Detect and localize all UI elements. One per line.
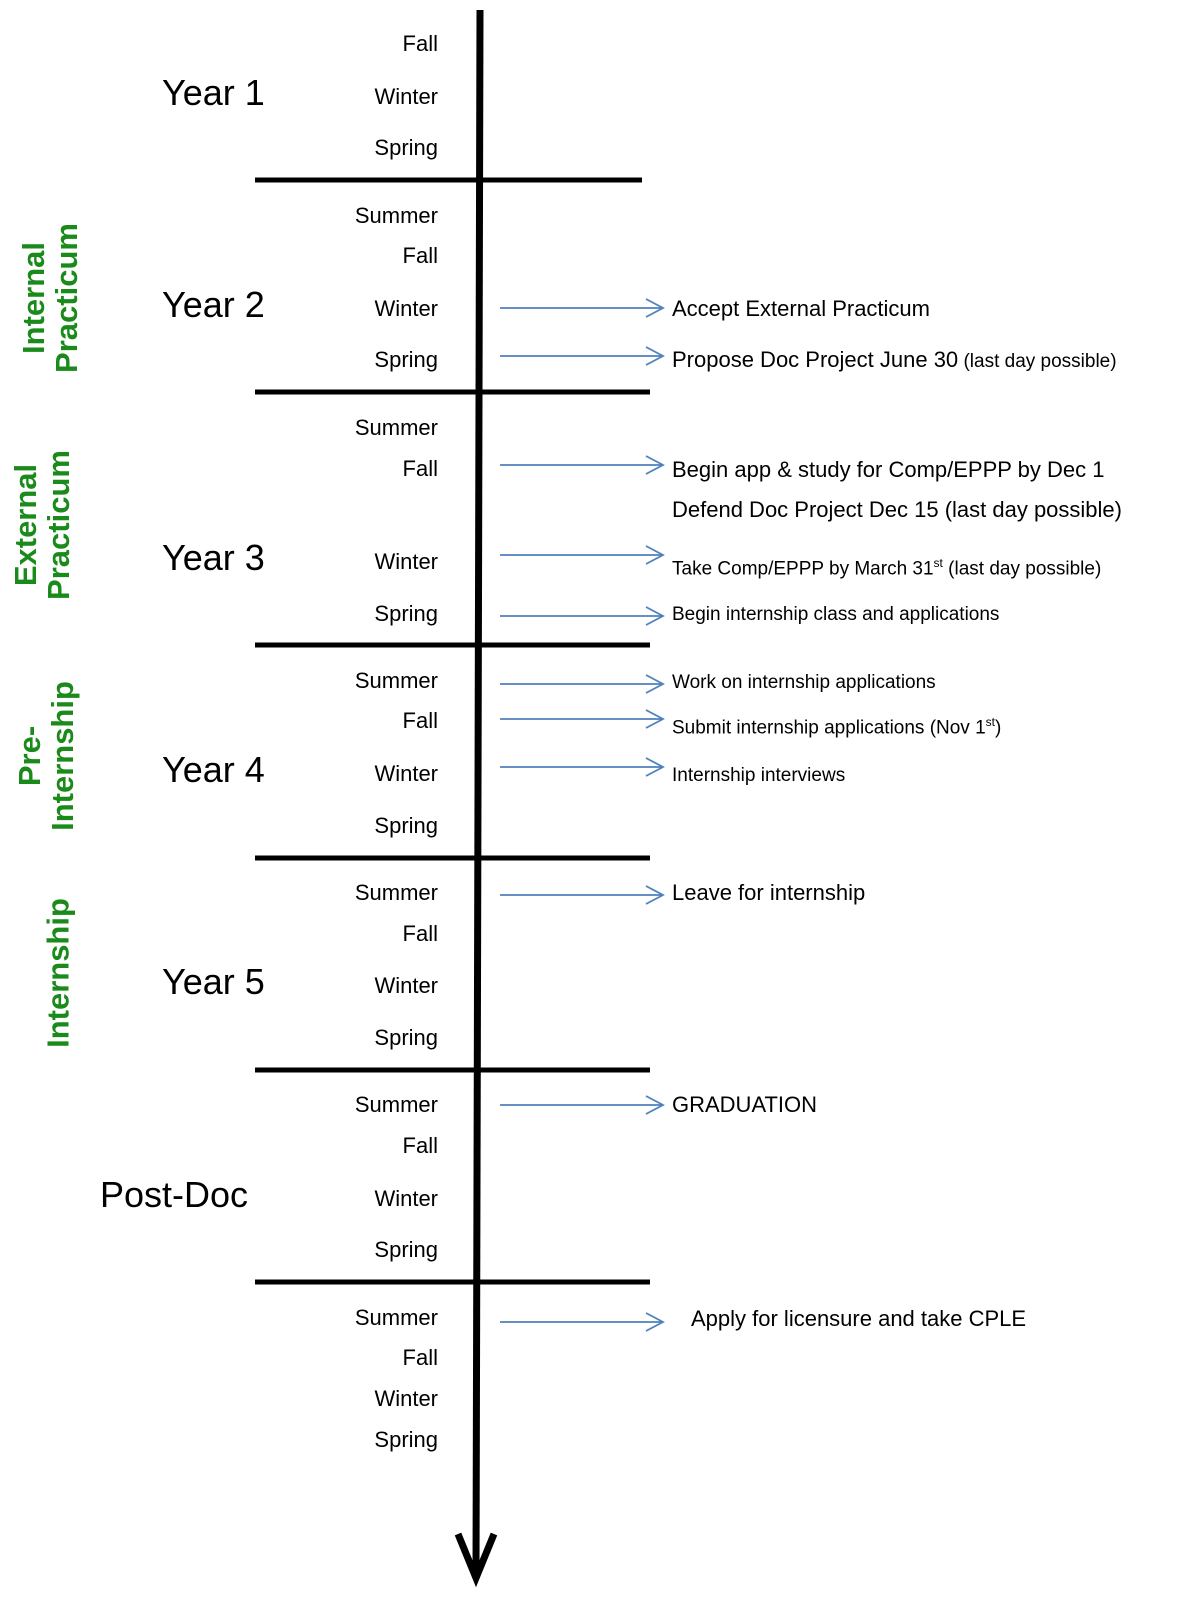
event-arrow (500, 709, 665, 729)
phase-label: Pre- Internship (12, 681, 80, 831)
season-label: Spring (374, 135, 438, 160)
season-label: Fall (402, 1345, 438, 1370)
season-label: Summer (354, 1305, 438, 1330)
season-label: Winter (374, 84, 438, 109)
year-label: Year 1 (162, 72, 265, 113)
event-label: Internship interviews (672, 765, 846, 786)
event-label: Submit internship applications (Nov 1st) (672, 715, 1002, 739)
event-arrow (500, 1312, 665, 1332)
season-label: Summer (354, 668, 438, 693)
event-label: Leave for internship (672, 880, 866, 905)
season-label: Summer (354, 1092, 438, 1117)
phase-label: Internal Practicum (16, 223, 84, 373)
event-label: Take Comp/EPPP by March 31st (last day p… (672, 556, 1102, 580)
season-label: Summer (354, 415, 438, 440)
season-label: Spring (374, 347, 438, 372)
phase-label: Internship (40, 898, 76, 1048)
event-arrow (500, 606, 665, 626)
event-arrow (500, 545, 665, 565)
season-label: Spring (374, 813, 438, 838)
event-arrow (500, 885, 665, 905)
season-label: Fall (402, 456, 438, 481)
season-label: Summer (354, 203, 438, 228)
season-label: Spring (374, 1237, 438, 1262)
year-label: Year 5 (162, 961, 265, 1002)
timeline-axis (472, 9, 484, 1571)
year-label: Post-Doc (100, 1174, 249, 1215)
event-arrow (500, 1095, 665, 1115)
event-label: Propose Doc Project June 30 (last day po… (672, 347, 1117, 373)
season-label: Fall (402, 1133, 438, 1158)
season-label: Fall (402, 31, 438, 56)
year-label: Year 4 (162, 749, 265, 790)
season-label: Spring (374, 1025, 438, 1050)
season-label: Summer (354, 880, 438, 905)
event-arrow (500, 298, 665, 318)
event-arrows (500, 298, 665, 1332)
event-label: Apply for licensure and take CPLE (691, 1306, 1027, 1331)
phase-label: External Practicum (8, 450, 76, 600)
event-arrow (500, 757, 665, 777)
season-label: Winter (374, 761, 438, 786)
event-arrow (500, 455, 665, 475)
season-label: Fall (402, 921, 438, 946)
season-label: Winter (374, 296, 438, 321)
event-label: Work on internship applications (672, 672, 936, 693)
event-label: GRADUATION (672, 1092, 818, 1117)
season-label: Spring (374, 601, 438, 626)
season-label: Spring (374, 1427, 438, 1452)
season-label: Winter (374, 549, 438, 574)
season-label: Winter (374, 1186, 438, 1211)
season-label: Fall (402, 243, 438, 268)
event-label: Defend Doc Project Dec 15 (last day poss… (672, 497, 1122, 522)
season-label: Winter (374, 1386, 438, 1411)
season-label: Fall (402, 708, 438, 733)
year-label: Year 2 (162, 284, 265, 325)
year-label: Year 3 (162, 537, 265, 578)
event-label: Accept External Practicum (672, 296, 930, 321)
timeline-arrowhead (454, 1532, 498, 1588)
event-arrow (500, 674, 665, 694)
event-label: Begin internship class and applications (672, 604, 1000, 625)
event-arrow (500, 346, 665, 366)
event-label: Begin app & study for Comp/EPPP by Dec 1 (672, 457, 1105, 482)
season-label: Winter (374, 973, 438, 998)
